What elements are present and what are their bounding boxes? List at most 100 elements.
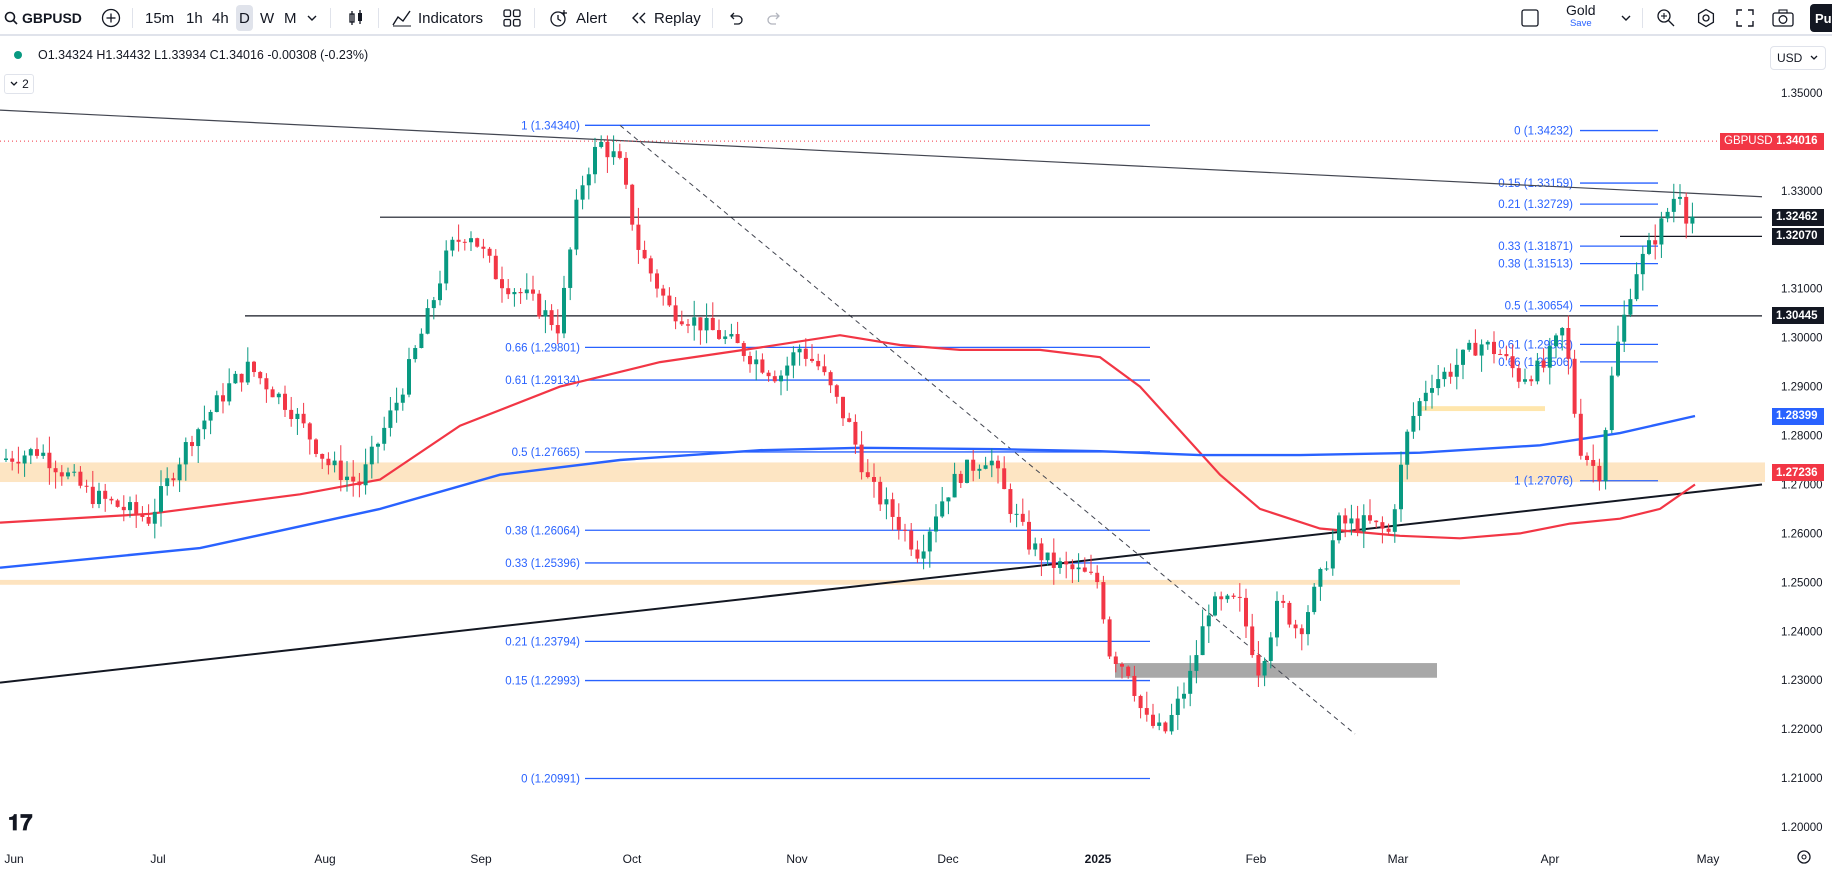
- candle-down: [1231, 595, 1236, 597]
- candle-up: [704, 317, 709, 331]
- symbol-search[interactable]: GBPUSD: [4, 5, 82, 31]
- candle-up: [233, 373, 238, 384]
- alert-button[interactable]: Alert: [548, 5, 607, 31]
- candle-up: [1169, 714, 1174, 732]
- price-axis-background[interactable]: [1765, 72, 1832, 842]
- candle-up: [1430, 388, 1434, 393]
- candle-down: [859, 444, 864, 473]
- candle-down: [537, 293, 542, 317]
- candle-up: [419, 333, 424, 349]
- fib-label-right: 0.5 (1.30654): [1505, 301, 1574, 313]
- snapshot-button[interactable]: [1772, 5, 1794, 31]
- ma-slow-line: [0, 414, 1696, 569]
- candle-down: [146, 516, 151, 524]
- candle-down: [1380, 522, 1385, 529]
- candle-down: [1039, 543, 1044, 561]
- candle-up: [611, 151, 616, 158]
- price-tick-label: 1.24000: [1781, 626, 1823, 638]
- quick-search-button[interactable]: [1656, 5, 1676, 31]
- gear-icon: [1697, 8, 1715, 28]
- candle-down: [1287, 602, 1292, 625]
- tradingview-logo[interactable]: 𝟏𝟕: [8, 810, 33, 835]
- candle-down: [1095, 572, 1100, 583]
- collapse-indicators-button[interactable]: 2: [4, 74, 34, 94]
- candle-up: [1523, 379, 1527, 382]
- candle-down: [1082, 567, 1087, 572]
- timeframe-w[interactable]: W: [260, 9, 275, 27]
- redo-icon: [767, 12, 780, 25]
- goto-settings-icon[interactable]: [1797, 850, 1811, 864]
- timeframe-4h[interactable]: 4h: [212, 9, 229, 27]
- candle-down: [1064, 561, 1069, 565]
- layout-select-button[interactable]: [1520, 5, 1540, 31]
- replay-button[interactable]: Replay: [630, 5, 701, 31]
- symbol-label: GBPUSD: [22, 10, 82, 26]
- compare-button[interactable]: [101, 5, 121, 31]
- candle-down: [735, 334, 740, 344]
- divider: [330, 8, 331, 28]
- candle-up: [1206, 615, 1211, 627]
- price-tick-label: 1.21000: [1781, 773, 1823, 785]
- candle-down: [1244, 597, 1248, 627]
- candle-up: [797, 348, 802, 353]
- candle-down: [16, 461, 21, 464]
- candle-up: [1188, 670, 1193, 694]
- candle-up: [128, 502, 132, 511]
- candle-up: [593, 146, 597, 175]
- candle-down: [679, 321, 684, 325]
- candle-up: [729, 334, 734, 337]
- candle-up: [1361, 515, 1366, 532]
- candle-up: [1058, 561, 1062, 568]
- timeframe-15m[interactable]: 15m: [145, 9, 175, 27]
- user-button[interactable]: Pu: [1810, 4, 1832, 32]
- candle-up: [779, 375, 783, 382]
- candle-up: [1640, 253, 1645, 275]
- currency-select[interactable]: USD: [1770, 46, 1826, 70]
- fib-label-left: 0.21 (1.23794): [505, 636, 580, 648]
- templates-button[interactable]: [502, 5, 522, 31]
- timeframe-d[interactable]: D: [236, 5, 253, 31]
- candles-icon: [349, 10, 362, 25]
- rewind-icon: [632, 12, 646, 24]
- candle-down: [1256, 655, 1261, 676]
- candle-up: [1535, 360, 1540, 382]
- candle-up: [1349, 518, 1354, 524]
- symbol-price-badge: GBPUSD: [1720, 132, 1777, 150]
- candle-down: [1138, 695, 1143, 709]
- candle-up: [177, 464, 182, 481]
- plan-button[interactable]: Gold Save: [1566, 2, 1596, 29]
- candle-down: [1237, 596, 1242, 598]
- candle-up: [369, 446, 374, 465]
- candle-down: [301, 413, 306, 424]
- price-tick-label: 1.22000: [1781, 724, 1823, 736]
- indicators-button[interactable]: Indicators: [392, 5, 483, 31]
- plan-dropdown[interactable]: [1620, 5, 1632, 31]
- price-tick-label: 1.26000: [1781, 528, 1823, 540]
- timeframe-m[interactable]: M: [284, 9, 297, 27]
- settings-button[interactable]: [1696, 5, 1716, 31]
- candle-down: [1008, 489, 1013, 515]
- candle-down: [766, 372, 771, 377]
- candle-down: [878, 481, 883, 505]
- candle-down: [605, 141, 610, 158]
- undo-button[interactable]: [726, 5, 746, 31]
- candle-down: [1051, 552, 1056, 568]
- fullscreen-button[interactable]: [1736, 5, 1754, 31]
- candle-down: [326, 458, 331, 466]
- fib-label-right: 0 (1.34232): [1514, 126, 1573, 138]
- timeframe-1h[interactable]: 1h: [186, 9, 203, 27]
- candle-down: [872, 477, 876, 482]
- candle-up: [1454, 364, 1459, 377]
- candle-down: [1448, 371, 1453, 377]
- candle-down: [772, 376, 777, 382]
- chart-type-button[interactable]: [346, 5, 366, 31]
- fib-label-left: 0.61 (1.29134): [505, 375, 580, 387]
- redo-button[interactable]: [764, 5, 784, 31]
- candle-up: [1442, 371, 1447, 380]
- candle-down: [252, 361, 256, 373]
- candle-down: [555, 325, 560, 334]
- timeframe-dropdown[interactable]: [306, 5, 318, 31]
- candle-down: [84, 485, 89, 487]
- time-tick-label: Apr: [1541, 852, 1560, 866]
